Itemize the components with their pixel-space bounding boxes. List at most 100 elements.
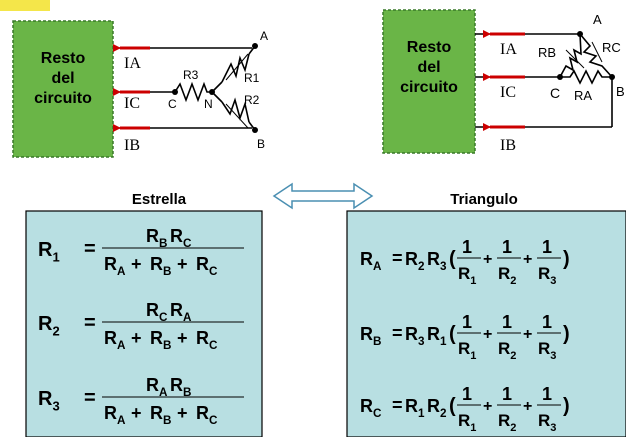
delta-formula-3-close-paren: ) (563, 395, 570, 417)
node-a-left (252, 43, 258, 49)
star-formula-3-num-2: RB (170, 375, 191, 399)
delta-formula-1-lhs: RA (360, 249, 382, 273)
delta-formula-1-term-2-num: 1 (502, 237, 512, 257)
delta-formula-1-term-3-num: 1 (542, 237, 552, 257)
node-label-b-right: B (616, 84, 625, 99)
delta-formula-3-term-3-den: R3 (538, 411, 556, 434)
heading-star: Estrella (132, 191, 187, 208)
delta-formula-2-term-1-num: 1 (462, 312, 472, 332)
heading-delta: Triangulo (450, 191, 518, 208)
delta-formula-1-term-1-den: R1 (458, 264, 476, 287)
delta-formula-1-equals: = (392, 248, 403, 268)
star-formula-2-plus-1: + (131, 328, 142, 348)
delta-formula-1-term-2-den: R2 (498, 264, 516, 287)
current-label-b-left: IB (124, 137, 140, 154)
delta-formula-2-term-2-num: 1 (502, 312, 512, 332)
star-formula-panel (25, 210, 263, 437)
resistor-label-r2: R2 (244, 93, 260, 107)
left-circuit-block (12, 20, 114, 158)
node-label-a-left: A (260, 29, 268, 43)
accent-bar (0, 0, 50, 11)
star-formula-1-den-1: RA (104, 254, 126, 278)
delta-formula-1-term-3-den: R3 (538, 264, 556, 287)
delta-formula-2-plus-2: + (523, 326, 532, 343)
r1-indicator (225, 53, 249, 81)
delta-formulas: RA = R2 R3 (1R1+1R2+1R3)RB = R3 R1 (1R1+1R2+1R3)… (360, 237, 570, 434)
node-label-n-left: N (204, 97, 213, 111)
delta-formula-3-prod-2: R2 (427, 396, 447, 420)
star-formula-3-plus-2: + (177, 403, 188, 423)
rc-indicator (591, 41, 603, 63)
right-block-label-3: circuito (400, 79, 458, 96)
star-formula-2-plus-2: + (177, 328, 188, 348)
delta-formula-2-close-paren: ) (563, 323, 570, 345)
node-label-a-right: A (593, 12, 602, 27)
delta-formula-2-plus-1: + (483, 326, 492, 343)
delta-formula-3-term-2-num: 1 (502, 384, 512, 404)
star-formula-1-plus-1: + (131, 254, 142, 274)
delta-formula-3-plus-2: + (523, 398, 532, 415)
delta-formula-3-term-1-den: R1 (458, 411, 476, 434)
delta-formula-2-lhs: RB (360, 324, 381, 348)
delta-formula-2-term-1-den: R1 (458, 339, 476, 362)
star-formula-2-den-3: RC (196, 328, 218, 352)
r2-indicator (225, 103, 249, 129)
delta-formula-1-plus-2: + (523, 251, 532, 268)
delta-formula-3-plus-1: + (483, 398, 492, 415)
delta-formula-2-prod-1: R3 (405, 324, 425, 348)
resistor-label-r1: R1 (244, 71, 260, 85)
resistor-label-rc: RC (602, 40, 621, 55)
star-formula-2-den-1: RA (104, 328, 126, 352)
delta-formula-3-term-2-den: R2 (498, 411, 516, 434)
star-formula-2-num-1: RC (146, 300, 168, 324)
right-block-label-1: Resto (407, 39, 452, 56)
resistor-label-r3: R3 (183, 68, 199, 82)
node-label-c-right: C (550, 85, 560, 101)
star-formula-2-lhs: R2 (38, 313, 60, 339)
star-formula-3-plus-1: + (131, 403, 142, 423)
double-arrow-icon (272, 182, 374, 210)
node-label-b-left: B (257, 137, 265, 151)
delta-formula-2-term-2-den: R2 (498, 339, 516, 362)
star-formula-1-den-2: RB (150, 254, 171, 278)
left-block-label-2: del (51, 70, 74, 87)
star-formula-1-plus-2: + (177, 254, 188, 274)
resistor-label-ra: RA (574, 88, 592, 103)
delta-circuit: Resto del circuito IA IC IB A B C RA (382, 9, 625, 154)
node-c-left (172, 89, 178, 95)
star-formula-3-num-1: RA (146, 375, 168, 399)
right-circuit-block (382, 9, 476, 154)
current-label-b-right: IB (500, 137, 516, 154)
star-formula-1-equals: = (84, 238, 96, 260)
node-b-right (609, 74, 615, 80)
star-formula-1-num-2: RC (170, 226, 192, 250)
star-formula-1-den-3: RC (196, 254, 218, 278)
current-label-c-right: IC (500, 84, 516, 101)
node-n-left (209, 89, 215, 95)
delta-formula-2-term-3-den: R3 (538, 339, 556, 362)
delta-formula-1-prod-1: R2 (405, 249, 425, 273)
delta-formula-3-equals: = (392, 395, 403, 415)
node-a-right (577, 31, 583, 37)
rb-indicator (565, 49, 585, 69)
delta-formula-1-close-paren: ) (563, 248, 570, 270)
left-block-label-3: circuito (34, 90, 92, 107)
delta-formula-2-term-3-num: 1 (542, 312, 552, 332)
current-label-a-right: IA (500, 41, 517, 58)
star-formula-3-den-2: RB (150, 403, 171, 427)
star-formula-3-den-3: RC (196, 403, 218, 427)
star-formula-1-lhs: R1 (38, 239, 60, 265)
delta-formula-2-prod-2: R1 (427, 324, 447, 348)
delta-formula-2-equals: = (392, 323, 403, 343)
delta-formula-2-open-paren: ( (449, 323, 456, 345)
delta-formula-panel (346, 210, 626, 437)
left-block-label-1: Resto (41, 50, 86, 67)
right-block-label-2: del (417, 59, 440, 76)
current-label-c-left: IC (124, 95, 140, 112)
star-formula-3-equals: = (84, 387, 96, 409)
delta-formula-3-term-1-num: 1 (462, 384, 472, 404)
delta-formula-3-open-paren: ( (449, 395, 456, 417)
star-formula-2-equals: = (84, 312, 96, 334)
